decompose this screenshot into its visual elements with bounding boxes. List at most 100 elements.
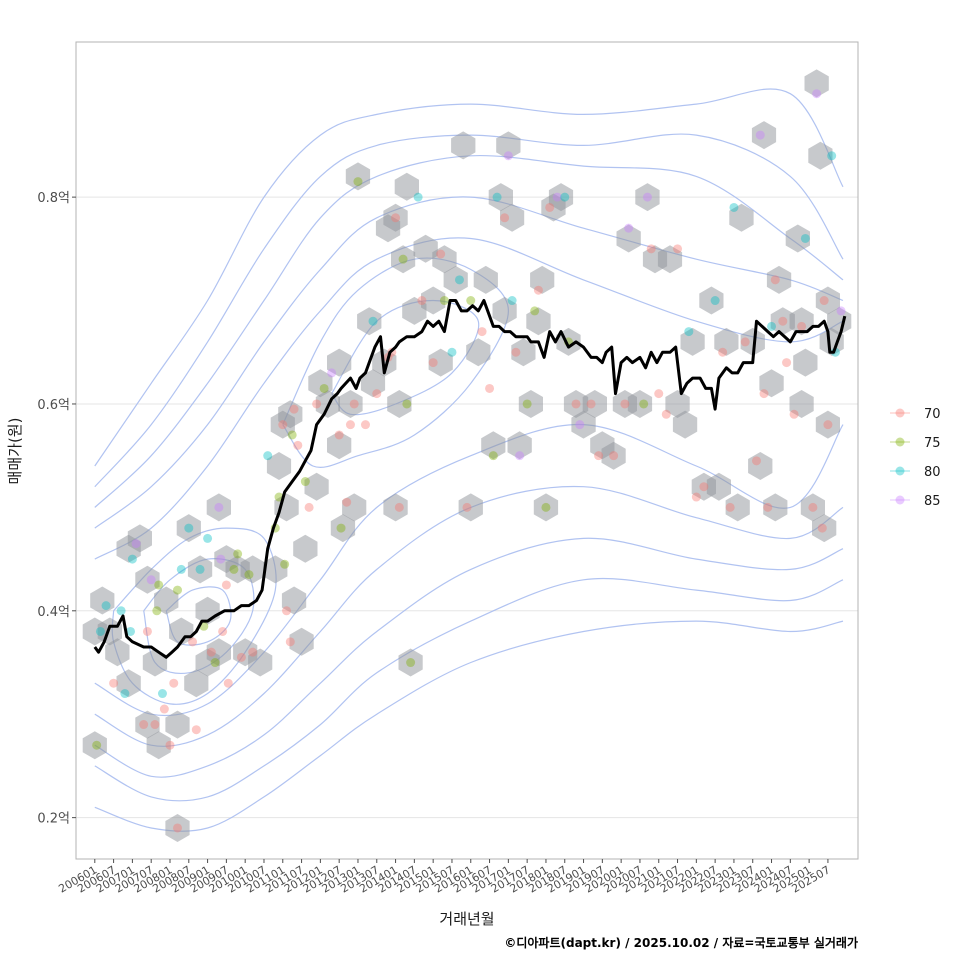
data-point-70 <box>218 626 228 636</box>
density-contour <box>94 423 844 717</box>
data-point-70 <box>797 321 807 331</box>
data-point-85 <box>812 89 822 99</box>
hexbin <box>481 431 506 460</box>
density-contours <box>94 88 844 832</box>
data-point-85 <box>624 223 634 233</box>
data-point-70 <box>417 296 427 306</box>
hexbin <box>289 627 314 656</box>
density-contour <box>94 237 844 560</box>
hexbin <box>357 307 382 336</box>
hexbin <box>563 390 589 418</box>
data-point-70 <box>594 451 604 461</box>
data-point-70 <box>654 389 664 399</box>
x-axis-title: 거래년월 <box>439 910 494 928</box>
hexbin <box>169 617 194 646</box>
data-point-75 <box>210 658 220 668</box>
data-point-70 <box>609 451 619 461</box>
data-point-70 <box>759 389 769 399</box>
hexbin <box>815 410 840 439</box>
hexbin <box>360 369 386 398</box>
data-point-70 <box>223 678 233 688</box>
hexbin <box>759 369 784 398</box>
hexbin <box>466 338 491 367</box>
hexbin <box>496 131 521 160</box>
data-point-70 <box>236 652 246 662</box>
hexbin <box>187 555 213 584</box>
data-point-75 <box>173 585 183 595</box>
data-point-80 <box>368 316 378 326</box>
data-point-70 <box>285 637 295 647</box>
density-contour <box>94 154 844 508</box>
legend-label: 70 <box>924 407 941 422</box>
hexbin <box>740 327 765 356</box>
hexbin <box>383 203 408 232</box>
data-point-80 <box>507 296 517 306</box>
data-point-70 <box>511 347 521 357</box>
hexbin <box>812 514 837 543</box>
density-contour <box>94 485 844 747</box>
hexbin <box>533 493 559 522</box>
hexbin <box>488 183 513 212</box>
hexbin <box>263 555 288 584</box>
data-point-75 <box>287 430 297 440</box>
data-point-75 <box>229 564 239 574</box>
y-axis-title: 매매가(원) <box>6 418 24 485</box>
hexbin <box>582 390 607 418</box>
data-point-70 <box>782 358 792 368</box>
hexbin <box>751 121 777 150</box>
data-point-70 <box>159 704 169 714</box>
data-point-70 <box>191 725 201 735</box>
legend: 70 75 80 85 <box>890 407 941 509</box>
data-point-70 <box>740 337 750 347</box>
y-tick-label: 0.4억 <box>37 605 70 620</box>
hexbin <box>770 307 795 336</box>
hexbin <box>500 203 525 232</box>
hexbin <box>785 224 810 253</box>
data-point-75 <box>353 177 363 187</box>
data-point-75 <box>466 296 476 306</box>
data-point-80 <box>95 626 105 636</box>
data-point-70 <box>139 720 149 730</box>
hexbin <box>672 410 698 439</box>
data-point-75 <box>336 523 346 533</box>
hexbin <box>206 638 231 667</box>
density-contour <box>94 620 844 832</box>
hexbin <box>391 245 416 274</box>
legend-key-70 <box>895 408 905 418</box>
hexbin <box>432 245 457 274</box>
hexbin <box>800 493 825 522</box>
hexbin <box>327 348 352 377</box>
hexbin <box>616 224 641 253</box>
hexbin <box>165 814 190 842</box>
hexbin <box>127 524 152 553</box>
hexbin <box>274 493 299 522</box>
data-point-70 <box>571 399 581 409</box>
hexbin <box>748 452 773 480</box>
y-axis-ticks: 0.2억 0.4억 0.6억 0.8억 <box>37 191 76 827</box>
hexbin <box>815 286 840 315</box>
hexbin <box>398 648 423 677</box>
hexbin <box>635 183 660 212</box>
data-point-70 <box>206 647 216 657</box>
data-point-75 <box>233 549 243 559</box>
hexbin <box>116 669 141 698</box>
data-point-70 <box>150 720 160 730</box>
data-point-85 <box>642 192 652 202</box>
hexbin <box>394 172 419 201</box>
data-point-75 <box>92 740 102 750</box>
data-point-75 <box>406 658 416 668</box>
hexbin <box>451 131 476 160</box>
data-point-80 <box>560 192 570 202</box>
data-point-85 <box>552 192 562 202</box>
data-point-70 <box>620 399 630 409</box>
data-point-80 <box>195 564 205 574</box>
hexbin <box>763 493 788 522</box>
density-contour <box>94 133 844 488</box>
data-point-85 <box>214 502 224 512</box>
data-point-70 <box>823 420 833 430</box>
data-point-70 <box>173 823 183 833</box>
hexbin <box>413 234 438 263</box>
hexbin <box>248 648 273 677</box>
hexbin <box>338 390 363 418</box>
data-point-80 <box>127 554 137 564</box>
